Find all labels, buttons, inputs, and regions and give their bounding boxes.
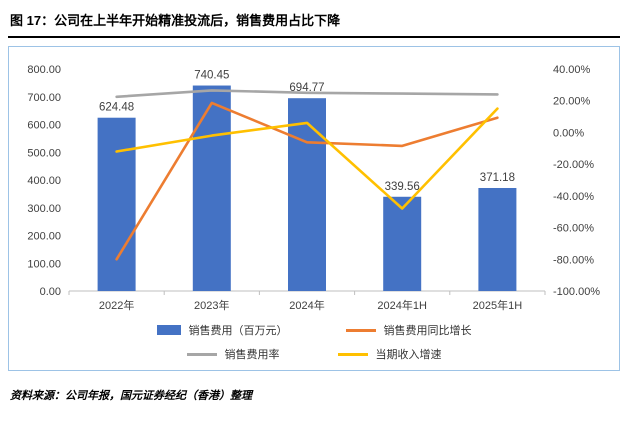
bar-2023年 bbox=[192, 85, 231, 292]
right-axis-tick-label: -100.00% bbox=[553, 286, 600, 298]
right-axis-tick-label: -80.00% bbox=[553, 254, 594, 266]
right-axis-tick-label: -20.00% bbox=[553, 159, 594, 171]
bar-2022年 bbox=[97, 117, 136, 291]
legend-label-expense-ratio: 销售费用率 bbox=[224, 349, 280, 361]
bar-value-label: 624.48 bbox=[99, 102, 134, 114]
x-axis-category-label: 2023年 bbox=[194, 298, 229, 312]
legend-label-sales-expense: 销售费用（百万元） bbox=[188, 325, 288, 337]
right-axis-tick-label: 40.00% bbox=[553, 64, 591, 76]
bar-value-label: 694.77 bbox=[289, 82, 324, 94]
bar-value-label: 740.45 bbox=[194, 70, 229, 82]
left-axis-tick-label: 400.00 bbox=[27, 175, 61, 187]
bar-2024年 bbox=[288, 98, 326, 291]
source-note: 资料来源：公司年报，国元证券经纪（香港）整理 bbox=[10, 390, 252, 402]
legend-item-sales-expense: 销售费用（百万元） bbox=[156, 322, 288, 338]
x-axis-category-label: 2025年1H bbox=[473, 298, 523, 312]
legend-bar-swatch bbox=[156, 325, 181, 335]
legend-label-expense-yoy: 销售费用同比增长 bbox=[383, 325, 472, 337]
left-axis-tick-label: 100.00 bbox=[27, 258, 61, 270]
chart-container: 800.00 700.00 600.00 500.00 400.00 300.00 200.… bbox=[8, 46, 620, 371]
legend-line-swatch-gray bbox=[186, 352, 217, 356]
left-axis-tick-label: 800.00 bbox=[27, 64, 61, 76]
left-axis-tick-label: 500.00 bbox=[27, 147, 61, 159]
bar-2024年1H bbox=[383, 196, 422, 291]
legend-item-expense-yoy: 销售费用同比增长 bbox=[345, 322, 472, 338]
right-axis-tick-label: 20.00% bbox=[553, 96, 591, 108]
left-axis-tick-label: 200.00 bbox=[27, 231, 61, 243]
bar-2025年1H bbox=[478, 187, 517, 291]
line-series bbox=[115, 101, 499, 261]
left-axis-tick-label: 300.00 bbox=[27, 203, 61, 215]
left-axis-tick-label: 600.00 bbox=[27, 120, 61, 132]
chart-canvas: 800.00 700.00 600.00 500.00 400.00 300.00 200.… bbox=[27, 64, 600, 312]
x-axis-category-label: 2024年 bbox=[289, 298, 324, 312]
figure-title: 图 17：公司在上半年开始精准投流后，销售费用占比下降 bbox=[10, 13, 341, 28]
left-axis-tick-label: 0.00 bbox=[40, 286, 61, 298]
x-axis-category-label: 2022年 bbox=[99, 298, 134, 312]
legend-line-swatch-yellow bbox=[337, 352, 368, 356]
legend-line-swatch-orange bbox=[345, 328, 376, 332]
line-series bbox=[115, 89, 499, 99]
legend-item-expense-ratio: 销售费用率 bbox=[186, 346, 280, 362]
bar-value-label: 339.56 bbox=[385, 181, 420, 193]
legend-row-2: 销售费用率 当期收入增速 bbox=[186, 346, 442, 362]
chart-legend: 销售费用（百万元） 销售费用同比增长 销售费用率 当期收入增速 bbox=[9, 322, 619, 362]
figure-title-bar: 图 17：公司在上半年开始精准投流后，销售费用占比下降 bbox=[8, 6, 620, 38]
right-axis-tick-label: -60.00% bbox=[553, 223, 594, 235]
line-series bbox=[115, 107, 499, 210]
x-axis-category-label: 2024年1H bbox=[377, 298, 427, 312]
right-axis-tick-label: -40.00% bbox=[553, 191, 594, 203]
right-axis-tick-label: 0.00% bbox=[553, 127, 584, 139]
legend-label-revenue-growth: 当期收入增速 bbox=[375, 349, 442, 361]
legend-row-1: 销售费用（百万元） 销售费用同比增长 bbox=[156, 322, 472, 338]
legend-item-revenue-growth: 当期收入增速 bbox=[337, 346, 442, 362]
left-axis-tick-label: 700.00 bbox=[27, 92, 61, 104]
bar-value-label: 371.18 bbox=[480, 172, 515, 184]
